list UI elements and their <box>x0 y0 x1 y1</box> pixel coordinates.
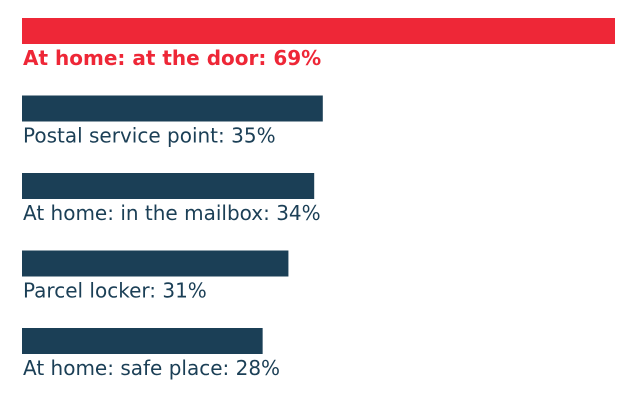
bar-label-1: Postal service point: 35% <box>23 124 276 148</box>
bar-4 <box>22 328 263 354</box>
bar-label-0: At home: at the door: 69% <box>23 46 321 70</box>
bar-label-2: At home: in the mailbox: 34% <box>23 201 321 225</box>
bar-0 <box>22 18 615 44</box>
bar-3 <box>22 250 289 277</box>
bar-2 <box>22 173 315 199</box>
bar-label-3: Parcel locker: 31% <box>23 279 207 303</box>
bar-1 <box>22 95 323 122</box>
bar-label-4: At home: safe place: 28% <box>23 356 280 380</box>
